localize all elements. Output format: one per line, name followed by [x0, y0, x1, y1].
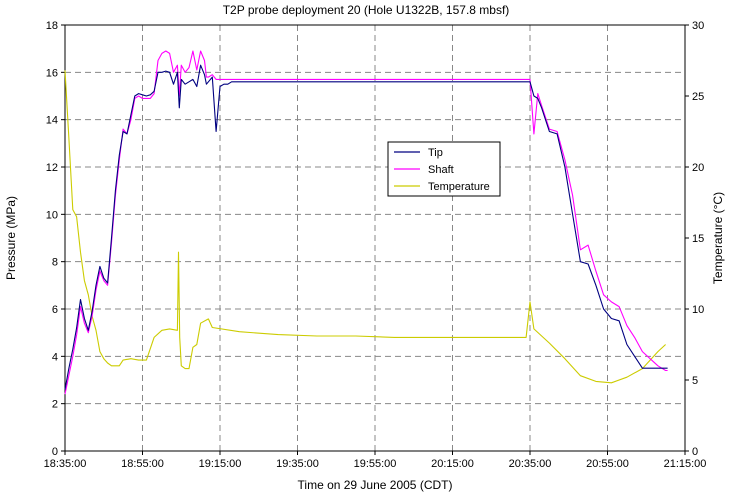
legend-label-temperature: Temperature	[428, 181, 490, 193]
x-tick-label: 20:55:00	[586, 458, 629, 470]
x-axis-label: Time on 29 June 2005 (CDT)	[298, 478, 453, 492]
y-axis-right: 0 5 10 15 20 25 30	[685, 20, 704, 458]
y2-axis-label: Temperature (°C)	[711, 192, 725, 284]
y-tick-label: 4	[52, 351, 58, 363]
series-layer	[64, 50, 668, 395]
x-tick-label: 18:55:00	[121, 458, 164, 470]
x-tick-label: 18:35:00	[44, 458, 87, 470]
chart-title: T2P probe deployment 20 (Hole U1322B, 15…	[223, 3, 510, 17]
y-tick-label: 2	[52, 399, 58, 411]
grid	[65, 25, 685, 451]
y-tick-label: 0	[52, 446, 58, 458]
y-tick-label: 8	[52, 257, 58, 269]
y2-tick-label: 15	[692, 233, 704, 245]
series-line-tip	[64, 64, 668, 390]
y2-tick-label: 30	[692, 20, 704, 32]
x-tick-label: 20:15:00	[431, 458, 474, 470]
y-tick-label: 10	[46, 209, 58, 221]
y-tick-label: 14	[46, 115, 58, 127]
x-tick-label: 19:55:00	[354, 458, 397, 470]
legend-label-tip: Tip	[428, 147, 443, 159]
x-tick-label: 19:15:00	[199, 458, 242, 470]
series-line-shaft	[64, 50, 668, 395]
y-tick-label: 12	[46, 162, 58, 174]
y2-tick-label: 20	[692, 162, 704, 174]
y-tick-label: 18	[46, 20, 58, 32]
y2-tick-label: 5	[692, 375, 698, 387]
y-tick-label: 16	[46, 67, 58, 79]
x-tick-label: 21:15:00	[664, 458, 707, 470]
legend: Tip Shaft Temperature	[387, 141, 501, 197]
series-line-temperature	[64, 70, 666, 384]
y2-tick-label: 10	[692, 304, 704, 316]
y2-tick-label: 25	[692, 91, 704, 103]
y-axis-label: Pressure (MPa)	[4, 196, 18, 280]
legend-label-shaft: Shaft	[428, 164, 454, 176]
y-axis-left: 0 2 4 6 8 10 12 14 16 18	[46, 20, 65, 458]
x-tick-label: 19:35:00	[276, 458, 319, 470]
x-tick-label: 20:35:00	[509, 458, 552, 470]
x-axis: 18:35:00 18:55:00 19:15:00 19:35:00 19:55:00…	[44, 451, 707, 470]
y-tick-label: 6	[52, 304, 58, 316]
y2-tick-label: 0	[692, 446, 698, 458]
